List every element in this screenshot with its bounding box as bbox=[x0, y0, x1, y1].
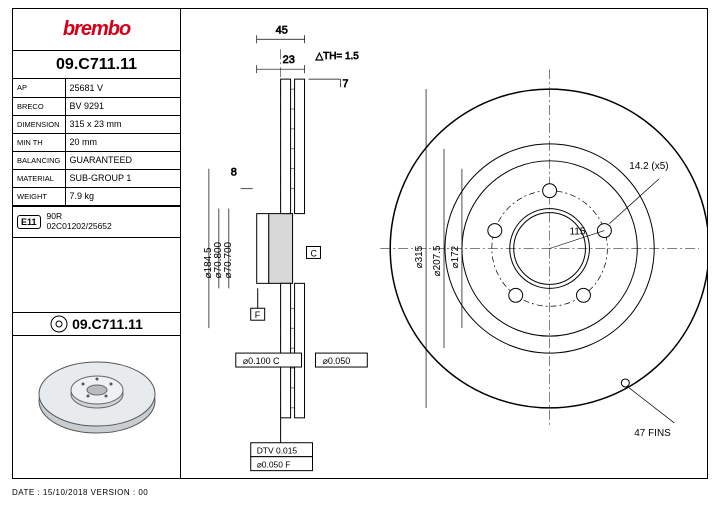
datum-f: F bbox=[255, 310, 261, 320]
spec-label: AP bbox=[13, 79, 65, 97]
spec-value: 25681 V bbox=[65, 79, 180, 97]
dia-700: ⌀70.700 bbox=[223, 241, 234, 278]
tol-3: ⌀0.050 F bbox=[257, 460, 291, 470]
spec-label: BALANCING bbox=[13, 151, 65, 169]
datum-c: C bbox=[311, 248, 318, 258]
spec-label: BRECO bbox=[13, 97, 65, 115]
dia-315: ⌀315 bbox=[414, 245, 425, 268]
table-row: WEIGHT7.9 kg bbox=[13, 187, 180, 205]
tol-1: ⌀0.100 C bbox=[243, 356, 280, 366]
dim-holes: 14.2 (x5) bbox=[629, 161, 668, 172]
table-row: MATERIALSUB-GROUP 1 bbox=[13, 169, 180, 187]
table-row: AP25681 V bbox=[13, 79, 180, 97]
technical-drawing: 45 23 △TH= 1.5 7 8 ⌀184.5 ⌀70.800 ⌀70.70… bbox=[181, 9, 707, 478]
spec-value: 20 mm bbox=[65, 133, 180, 151]
spec-label: DIMENSION bbox=[13, 115, 65, 133]
footer-text: DATE : 15/10/2018 VERSION : 00 bbox=[12, 488, 148, 497]
part-number: 09.C711.11 bbox=[13, 51, 180, 79]
dim-pcd: 115 bbox=[570, 227, 586, 238]
table-row: MIN TH20 mm bbox=[13, 133, 180, 151]
table-row: BALANCINGGUARANTEED bbox=[13, 151, 180, 169]
dim-dth: △TH= 1.5 bbox=[315, 51, 359, 62]
front-view: 115 14.2 (x5) ⌀172 ⌀207.5 ⌀315 47 FINS bbox=[390, 89, 707, 439]
fins-note: 47 FINS bbox=[634, 428, 671, 439]
spec-label: MIN TH bbox=[13, 133, 65, 151]
tol-dtv: DTV 0.015 bbox=[257, 446, 298, 456]
table-row: BRECOBV 9291 bbox=[13, 97, 180, 115]
dia-172: ⌀172 bbox=[450, 245, 461, 268]
part-reference: 09.C711.11 bbox=[13, 312, 180, 336]
spec-value: 315 x 23 mm bbox=[65, 115, 180, 133]
cert-code: 90R 02C01202/25652 bbox=[47, 212, 112, 231]
drawing-svg: 45 23 △TH= 1.5 7 8 ⌀184.5 ⌀70.800 ⌀70.70… bbox=[181, 9, 707, 478]
side-view: 45 23 △TH= 1.5 7 8 ⌀184.5 ⌀70.800 ⌀70.70… bbox=[203, 24, 367, 470]
certification-row: E11 90R 02C01202/25652 bbox=[13, 206, 180, 238]
disc-render bbox=[13, 336, 180, 456]
brand-logo: brembo bbox=[13, 9, 180, 51]
spec-label: WEIGHT bbox=[13, 187, 65, 205]
dim-45: 45 bbox=[276, 24, 288, 36]
drawing-frame: brembo 09.C711.11 AP25681 V BRECOBV 9291… bbox=[12, 8, 708, 479]
dia-207: ⌀207.5 bbox=[432, 245, 443, 276]
part-ref-text: 09.C711.11 bbox=[72, 316, 143, 332]
dim-8: 8 bbox=[231, 167, 237, 179]
spec-value: 7.9 kg bbox=[65, 187, 180, 205]
sidebar: brembo 09.C711.11 AP25681 V BRECOBV 9291… bbox=[13, 9, 181, 478]
e-mark-icon: E11 bbox=[17, 215, 41, 229]
spec-label: MATERIAL bbox=[13, 169, 65, 187]
dim-23: 23 bbox=[283, 54, 295, 66]
dim-7: 7 bbox=[342, 78, 348, 90]
disc-icon bbox=[50, 315, 68, 333]
spec-value: GUARANTEED bbox=[65, 151, 180, 169]
spec-value: BV 9291 bbox=[65, 97, 180, 115]
disc-3d-icon bbox=[32, 346, 162, 446]
table-row: DIMENSION315 x 23 mm bbox=[13, 115, 180, 133]
spec-table: AP25681 V BRECOBV 9291 DIMENSION315 x 23… bbox=[13, 79, 180, 206]
spec-value: SUB-GROUP 1 bbox=[65, 169, 180, 187]
tol-2: ⌀0.050 bbox=[322, 356, 350, 366]
